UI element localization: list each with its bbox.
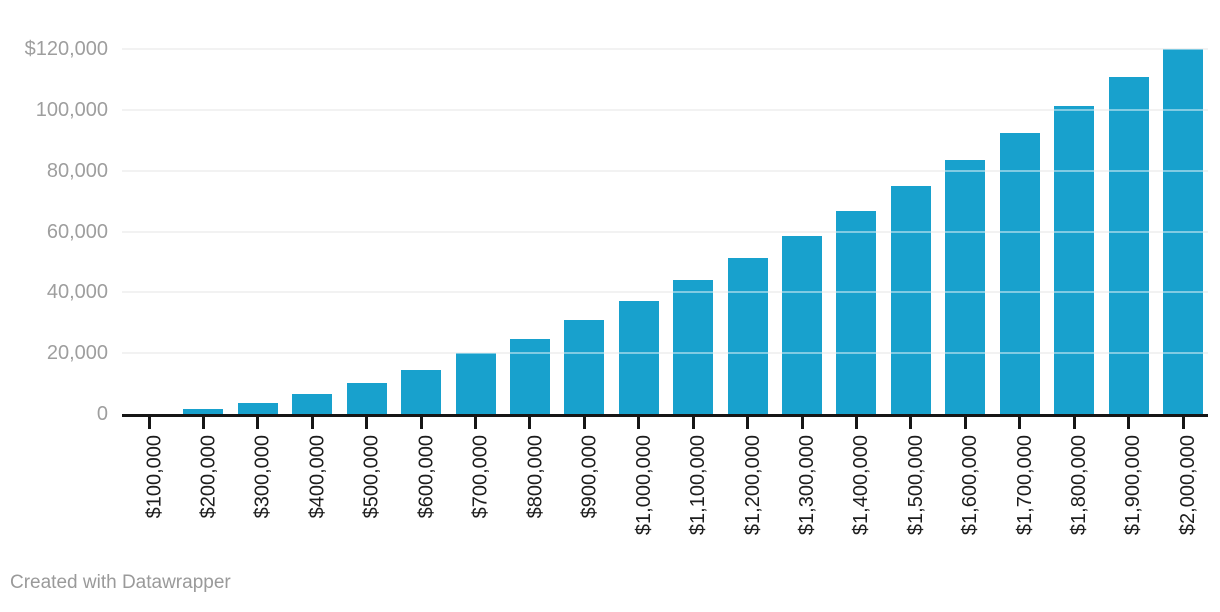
x-axis-label: $300,000	[251, 435, 274, 519]
y-axis-label: 80,000	[46, 159, 108, 182]
x-axis-tick	[201, 417, 205, 429]
x-axis-label: $200,000	[197, 435, 220, 519]
bar[interactable]	[401, 369, 442, 414]
x-axis-tick	[1181, 417, 1185, 429]
bar[interactable]	[1054, 105, 1095, 414]
bar[interactable]	[999, 133, 1040, 414]
y-axis-label: 0	[96, 403, 108, 425]
x-axis-tick	[310, 417, 314, 429]
x-axis-tick	[147, 417, 151, 429]
bar[interactable]	[564, 320, 605, 414]
gridline-overlay	[122, 291, 1208, 294]
bar[interactable]	[673, 279, 714, 414]
x-axis-label: $100,000	[143, 435, 165, 519]
x-axis-label: $1,300,000	[796, 435, 819, 536]
y-axis-label: 40,000	[46, 281, 108, 304]
gridline	[122, 291, 1208, 294]
x-axis-label: $1,000,000	[632, 435, 655, 536]
x-axis-line	[122, 414, 1208, 417]
gridline	[122, 108, 1208, 111]
x-axis-tick	[854, 417, 858, 429]
x-axis-tick	[637, 417, 641, 429]
x-axis-tick	[419, 417, 423, 429]
x-axis-tick	[746, 417, 750, 429]
gridline-overlay	[122, 352, 1208, 355]
x-axis-tick	[691, 417, 695, 429]
bar[interactable]	[1163, 49, 1203, 414]
x-axis-label: $1,600,000	[959, 435, 982, 536]
x-axis-tick	[365, 417, 369, 429]
x-axis-tick	[582, 417, 586, 429]
x-axis-label: $1,700,000	[1013, 435, 1036, 536]
x-axis-label: $1,800,000	[1068, 435, 1091, 536]
bar[interactable]	[509, 339, 550, 414]
x-axis-tick	[963, 417, 967, 429]
bar[interactable]	[836, 210, 877, 414]
x-axis-label: $900,000	[578, 435, 601, 519]
gridline-overlay	[122, 169, 1208, 172]
y-axis-label: 60,000	[46, 220, 108, 243]
x-axis-tick	[528, 417, 532, 429]
bar[interactable]	[183, 409, 224, 414]
x-axis-label: $2,000,000	[1177, 435, 1199, 536]
x-axis-tick	[800, 417, 804, 429]
x-axis-label: $1,200,000	[741, 435, 764, 536]
bar[interactable]	[292, 393, 333, 414]
gridline-overlay	[122, 230, 1208, 233]
x-axis-tick	[474, 417, 478, 429]
bar[interactable]	[618, 301, 659, 414]
bar[interactable]	[455, 353, 496, 414]
y-axis-label: 20,000	[46, 342, 108, 365]
bar[interactable]	[782, 235, 823, 414]
gridline-overlay	[122, 108, 1208, 111]
bar[interactable]	[1108, 76, 1149, 414]
gridline-overlay	[122, 48, 1208, 50]
bar[interactable]	[237, 403, 278, 414]
x-axis-tick	[909, 417, 913, 429]
x-axis-label: $400,000	[306, 435, 329, 519]
x-axis-tick	[1127, 417, 1131, 429]
x-axis-label: $600,000	[415, 435, 438, 519]
x-axis-tick	[1018, 417, 1022, 429]
x-axis-label: $1,400,000	[850, 435, 873, 536]
gridline	[122, 352, 1208, 355]
x-axis-label: $1,500,000	[904, 435, 927, 536]
x-axis-label: $1,100,000	[687, 435, 710, 536]
gridline	[122, 48, 1208, 50]
x-axis-label: $700,000	[469, 435, 492, 519]
gridline	[122, 230, 1208, 233]
gridline	[122, 169, 1208, 172]
datawrapper-attribution[interactable]: Created with Datawrapper	[10, 572, 231, 593]
bar[interactable]	[346, 382, 387, 414]
x-axis-tick	[256, 417, 260, 429]
x-axis-label: $1,900,000	[1122, 435, 1145, 536]
x-axis-tick	[1072, 417, 1076, 429]
x-axis-label: $800,000	[523, 435, 546, 519]
bar[interactable]	[727, 257, 768, 414]
y-axis-label: $120,000	[24, 38, 108, 60]
bar[interactable]	[890, 185, 931, 414]
bar[interactable]	[945, 160, 986, 414]
y-axis-label: 100,000	[35, 98, 108, 121]
x-axis-label: $500,000	[360, 435, 383, 519]
